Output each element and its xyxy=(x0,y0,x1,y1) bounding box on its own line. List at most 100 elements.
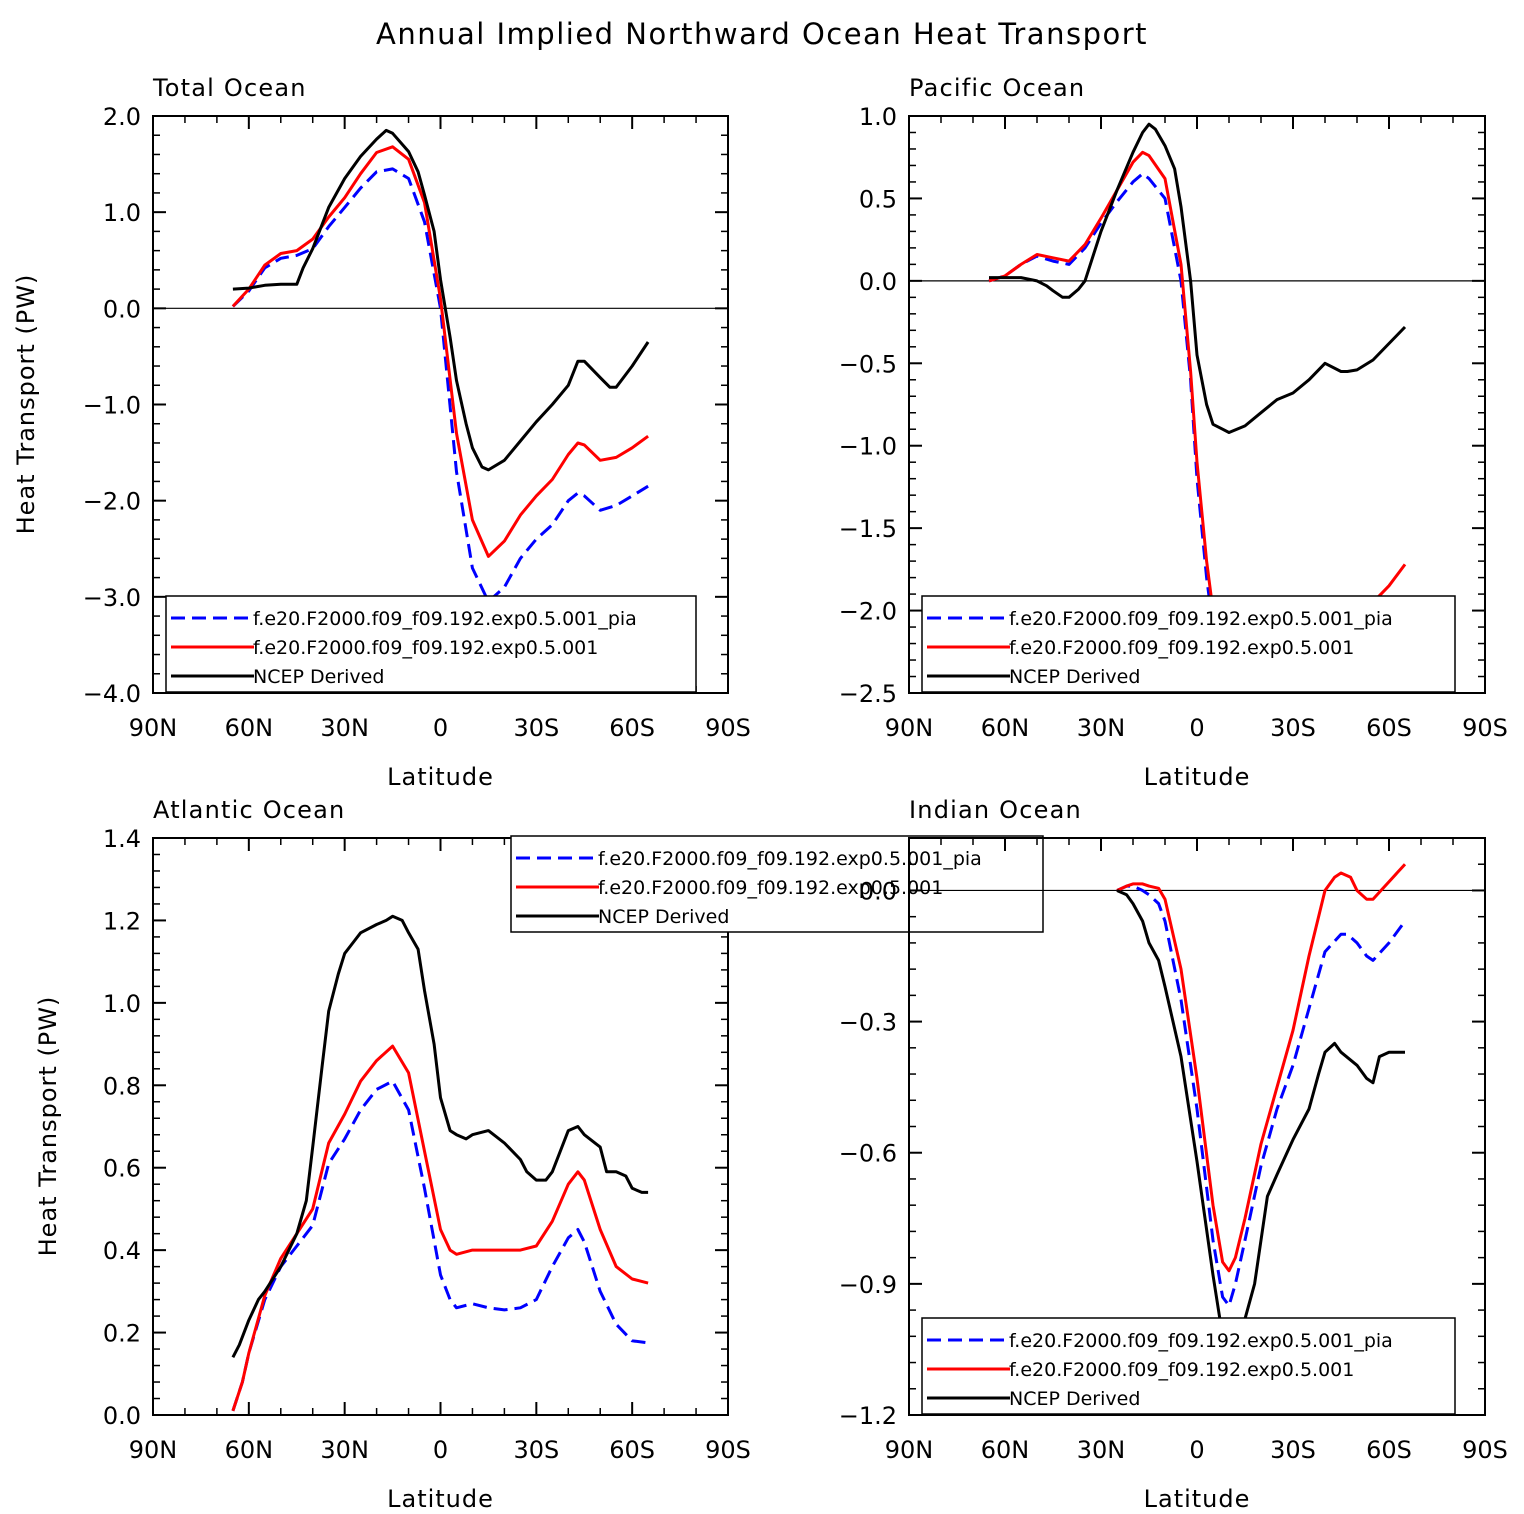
y-tick-label: −1.2 xyxy=(839,1402,897,1430)
y-tick-label: −1.0 xyxy=(83,392,141,420)
x-tick-label: 0 xyxy=(1189,714,1204,742)
x-tick-label: 60N xyxy=(981,714,1030,742)
legend-label: NCEP Derived xyxy=(1009,1388,1140,1410)
legend-box xyxy=(921,595,1456,693)
series-line-pia xyxy=(1116,884,1407,1308)
x-axis-label: Latitude xyxy=(387,1485,494,1513)
y-tick-label: −4.0 xyxy=(83,680,141,708)
legend: f.e20.F2000.f09_f09.192.exp0.5.001_pia f.… xyxy=(165,595,697,693)
x-tick-label: 90N xyxy=(129,714,178,742)
panel-pacific-ocean: Pacific Ocean 90N 60N 30N 0 30S 60S 90S −2.5 −2.0… xyxy=(839,74,1508,791)
y-tick-label: −2.0 xyxy=(83,488,141,516)
x-tick-label: 30S xyxy=(513,714,559,742)
series-line-ncep xyxy=(1116,889,1405,1351)
x-tick-label: 30S xyxy=(1270,714,1316,742)
series-line-control xyxy=(988,150,1407,632)
y-tick-label: 0.0 xyxy=(103,1402,141,1430)
y-tick-label: 1.4 xyxy=(103,825,141,853)
series-line-ncep xyxy=(231,914,649,1358)
legend-label: f.e20.F2000.f09_f09.192.exp0.5.001_pia xyxy=(1009,608,1393,630)
y-tick-label: 0.5 xyxy=(859,185,897,213)
x-tick-label: 30N xyxy=(320,714,369,742)
legend-box xyxy=(510,835,1044,933)
panel-indian-ocean: Indian Ocean 90N 60N 30N 0 30S 60S 90S −1.2 −0.9 −… xyxy=(839,796,1508,1513)
legend-label: f.e20.F2000.f09_f09.192.exp0.5.001_pia xyxy=(253,608,637,630)
series-line-control xyxy=(1116,863,1407,1273)
legend: f.e20.F2000.f09_f09.192.exp0.5.001_pia f.… xyxy=(510,835,1044,933)
y-tick-label: 1.0 xyxy=(103,990,141,1018)
x-tick-label: 90S xyxy=(1462,714,1508,742)
x-tick-label: 60S xyxy=(609,1436,655,1464)
x-tick-label: 0 xyxy=(433,714,448,742)
y-tick-label: 0.2 xyxy=(103,1320,141,1348)
y-tick-label: −2.0 xyxy=(839,598,897,626)
x-tick-label: 90S xyxy=(705,714,751,742)
plot-frame xyxy=(152,837,729,1416)
series-line-ncep xyxy=(989,122,1407,434)
x-tick-label: 90S xyxy=(705,1436,751,1464)
series-line-pia xyxy=(231,1079,649,1412)
panel-title: Indian Ocean xyxy=(909,796,1082,824)
plot-frame xyxy=(908,837,1486,1416)
legend-label: f.e20.F2000.f09_f09.192.exp0.5.001 xyxy=(598,877,943,899)
x-axis-label: Latitude xyxy=(1144,763,1251,791)
legend-label: f.e20.F2000.f09_f09.192.exp0.5.001_pia xyxy=(598,848,982,870)
y-tick-label: −3.0 xyxy=(83,584,141,612)
x-tick-label: 0 xyxy=(433,1436,448,1464)
x-tick-label: 30S xyxy=(1270,1436,1316,1464)
series-line-ncep xyxy=(232,128,650,472)
legend-box xyxy=(165,595,697,693)
y-tick-label: −0.6 xyxy=(839,1140,897,1168)
x-tick-label: 90S xyxy=(1462,1436,1508,1464)
y-tick-label: −1.0 xyxy=(839,433,897,461)
panel-title: Atlantic Ocean xyxy=(153,796,345,824)
legend-label: NCEP Derived xyxy=(598,906,729,928)
y-axis-label: Heat Transport (PW) xyxy=(12,274,40,535)
x-tick-label: 0 xyxy=(1189,1436,1204,1464)
y-tick-label: 0.6 xyxy=(103,1155,141,1183)
y-tick-label: −0.9 xyxy=(839,1271,897,1299)
y-tick-label: 1.0 xyxy=(859,103,897,131)
y-tick-label: 0.8 xyxy=(103,1072,141,1100)
y-tick-label: 1.0 xyxy=(103,199,141,227)
series-line-pia xyxy=(988,172,1406,667)
figure-title: Annual Implied Northward Ocean Heat Tran… xyxy=(376,17,1148,51)
y-tick-label: 0.4 xyxy=(103,1237,141,1265)
y-tick-label: −1.5 xyxy=(839,515,897,543)
x-tick-label: 60S xyxy=(1366,714,1412,742)
y-axis-label: Heat Transport (PW) xyxy=(34,996,62,1257)
legend-label: NCEP Derived xyxy=(253,666,384,688)
x-tick-label: 90N xyxy=(885,1436,934,1464)
y-tick-label: −0.5 xyxy=(839,350,897,378)
x-tick-label: 60N xyxy=(981,1436,1030,1464)
x-tick-label: 30N xyxy=(1077,714,1126,742)
y-tick-label: 0.0 xyxy=(103,295,141,323)
x-tick-label: 30N xyxy=(320,1436,369,1464)
legend-label: f.e20.F2000.f09_f09.192.exp0.5.001 xyxy=(1009,1359,1354,1381)
series-line-pia xyxy=(231,167,649,604)
panel-title: Pacific Ocean xyxy=(909,74,1085,102)
plot-frame xyxy=(152,115,729,694)
y-tick-label: 1.2 xyxy=(103,907,141,935)
x-axis-label: Latitude xyxy=(387,763,494,791)
x-tick-label: 30S xyxy=(513,1436,559,1464)
x-tick-label: 90N xyxy=(129,1436,178,1464)
legend-label: f.e20.F2000.f09_f09.192.exp0.5.001_pia xyxy=(1009,1330,1393,1352)
y-tick-label: 2.0 xyxy=(103,103,141,131)
x-tick-label: 30N xyxy=(1077,1436,1126,1464)
legend-label: NCEP Derived xyxy=(1009,666,1140,688)
x-tick-label: 60N xyxy=(225,1436,274,1464)
x-axis-label: Latitude xyxy=(1144,1485,1251,1513)
panel-atlantic-ocean: Atlantic Ocean 90N 60N 30N 0 30S 60S 90S 0.0 0.2 0… xyxy=(34,796,1044,1513)
y-tick-label: 0.0 xyxy=(859,268,897,296)
legend: f.e20.F2000.f09_f09.192.exp0.5.001_pia f.… xyxy=(921,595,1456,693)
x-tick-label: 60S xyxy=(1366,1436,1412,1464)
series-line-control xyxy=(231,145,649,558)
legend: f.e20.F2000.f09_f09.192.exp0.5.001_pia f.… xyxy=(921,1317,1456,1415)
x-tick-label: 60N xyxy=(225,714,274,742)
panel-title: Total Ocean xyxy=(152,74,307,102)
legend-label: f.e20.F2000.f09_f09.192.exp0.5.001 xyxy=(1009,637,1354,659)
plot-frame xyxy=(908,115,1486,694)
x-tick-label: 90N xyxy=(885,714,934,742)
